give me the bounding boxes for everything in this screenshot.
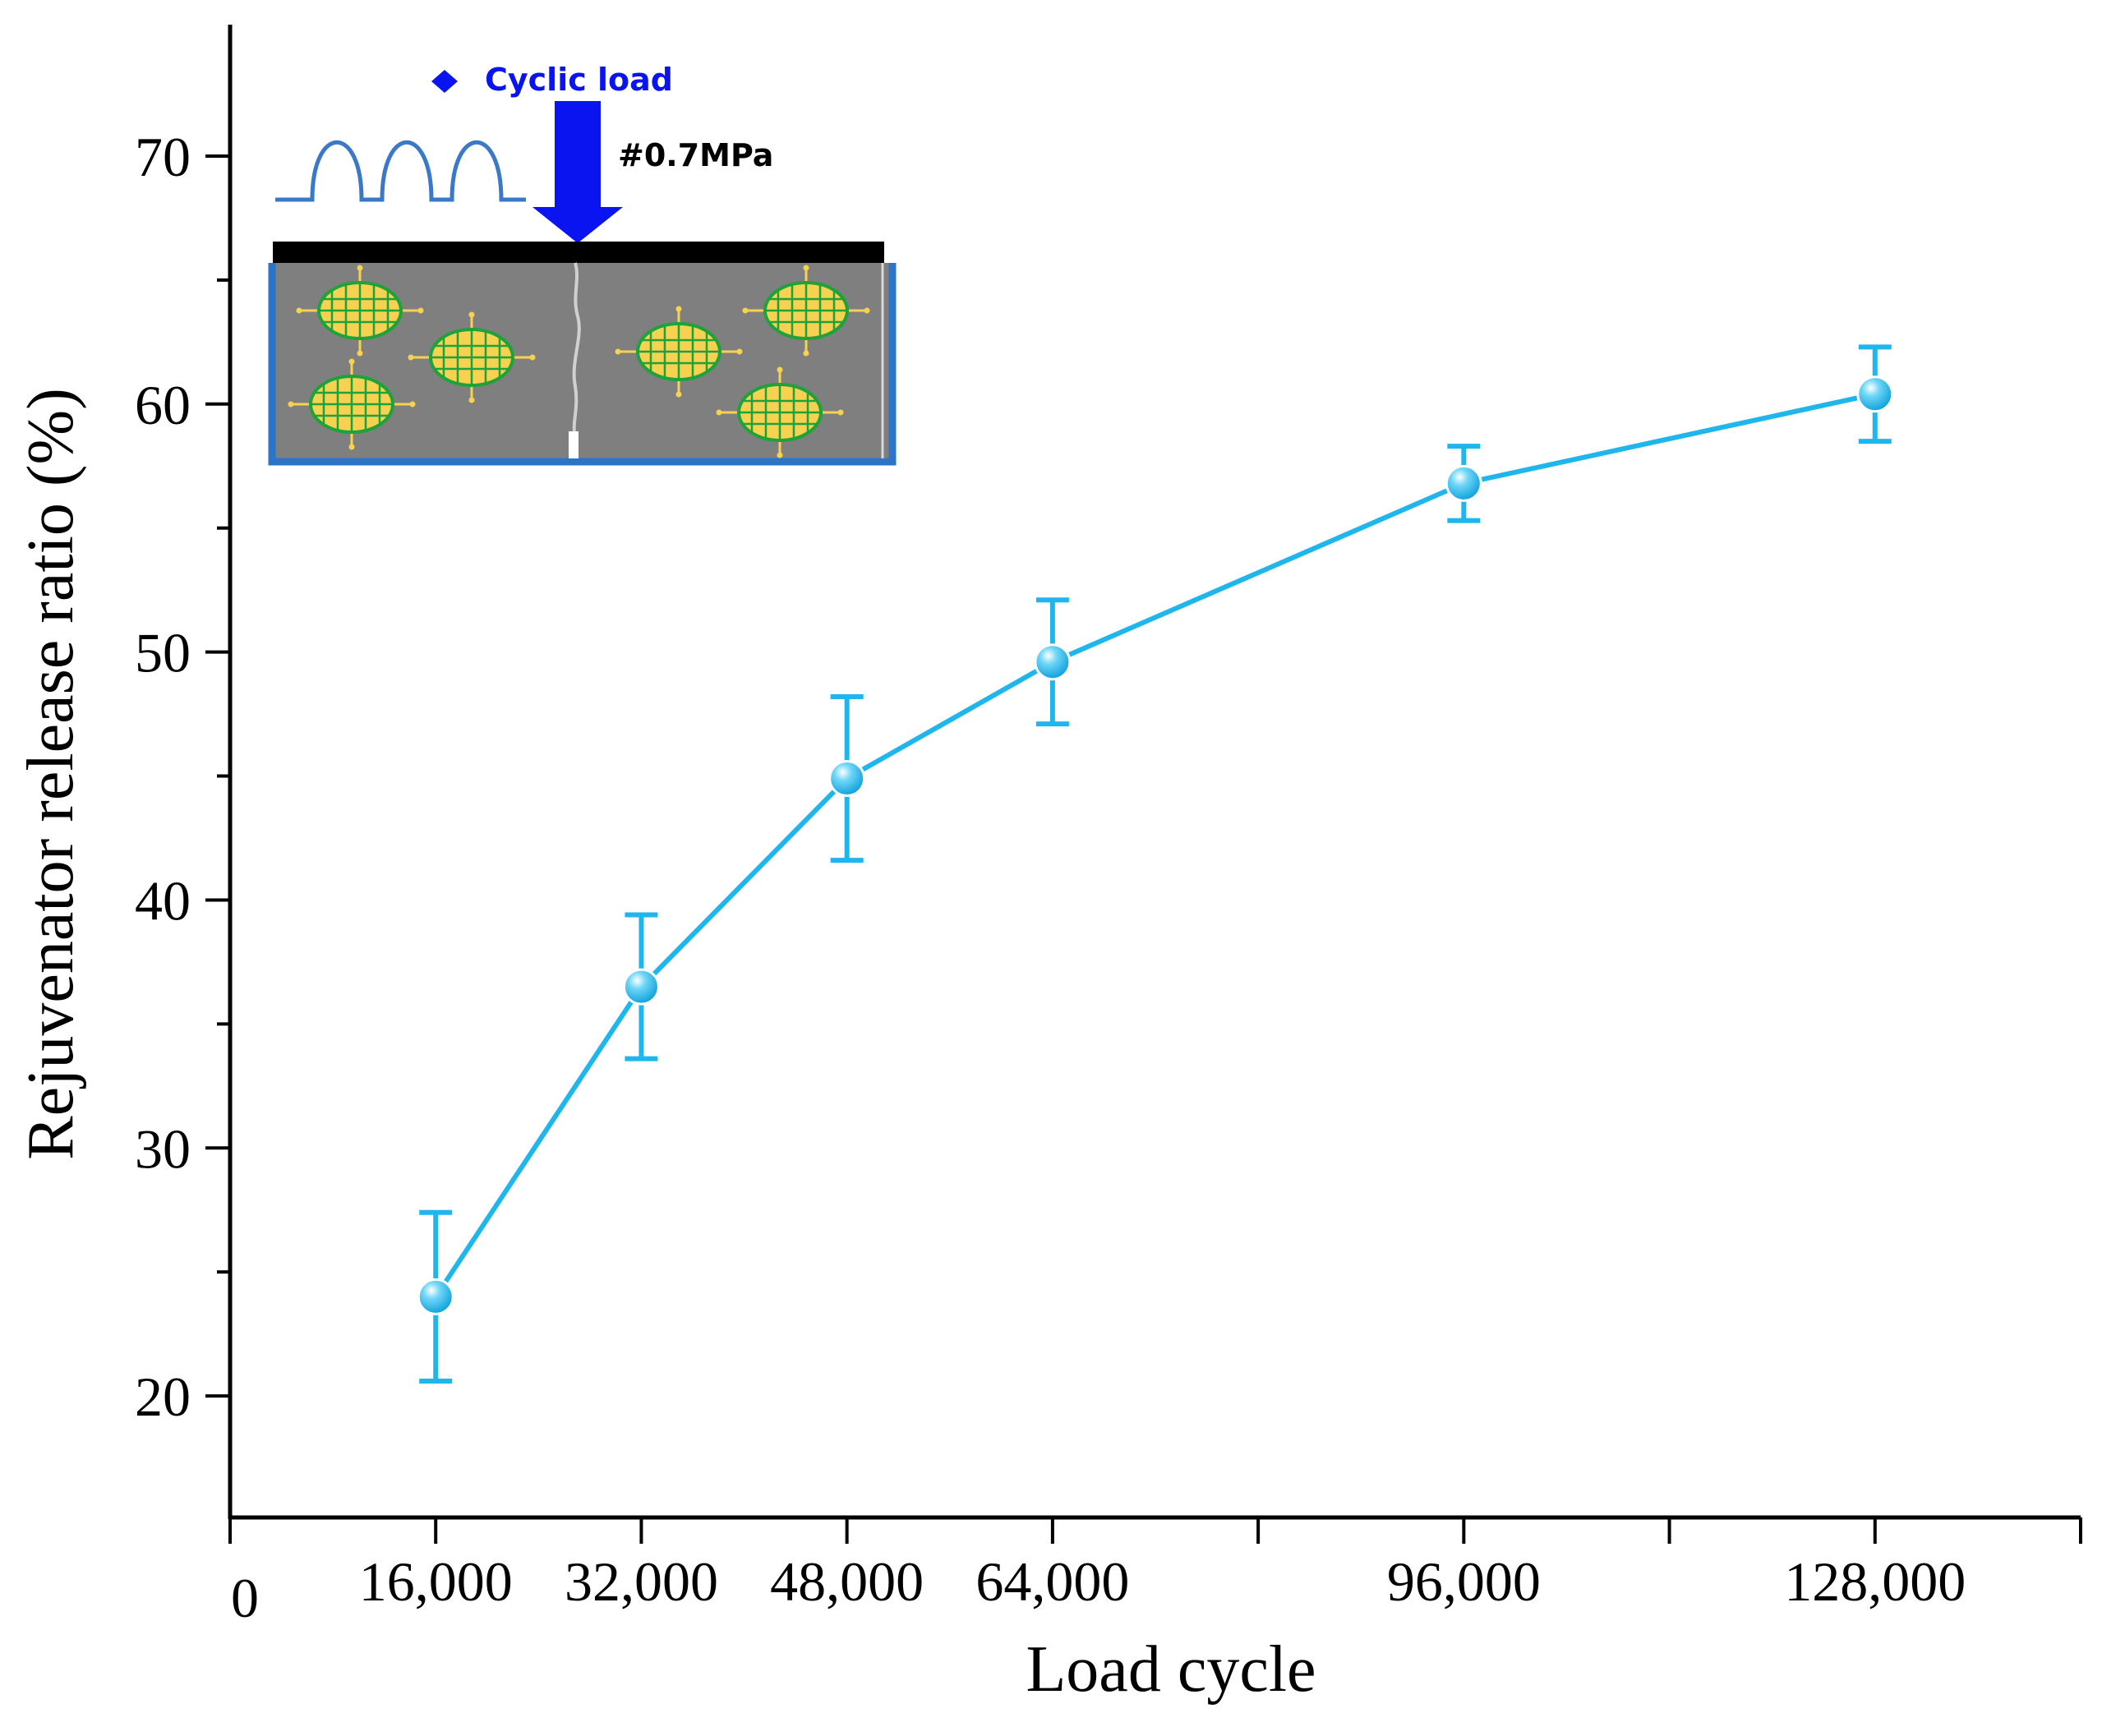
release-arrow-head: [357, 350, 363, 357]
release-arrow-head: [736, 348, 743, 355]
pressure-label: #0.7MPa: [618, 137, 773, 173]
load-arrow-icon: [532, 101, 623, 243]
data-point: [1034, 643, 1072, 681]
y-axis-label: Rejuvenator release ratio (%): [15, 388, 87, 1160]
release-arrow-head: [288, 401, 294, 408]
capsule: [288, 358, 416, 450]
release-arrow-head: [675, 391, 682, 398]
release-arrow-head: [742, 307, 749, 314]
release-arrow-head: [777, 366, 783, 373]
inset-legend-label: Cyclic load: [485, 62, 673, 98]
y-tick-label: 60: [135, 374, 191, 436]
release-arrow-head: [529, 354, 536, 361]
release-arrow-head: [803, 350, 809, 357]
release-arrow-head: [357, 265, 363, 271]
release-arrow-head: [675, 306, 682, 312]
x-tick-label: 0: [231, 1567, 259, 1629]
release-arrow-head: [296, 307, 302, 314]
x-tick-label: 48,000: [770, 1550, 924, 1613]
data-point: [1445, 464, 1482, 502]
release-arrow-head: [837, 409, 844, 416]
data-point: [1856, 375, 1894, 413]
release-arrow-head: [408, 354, 414, 361]
axes: 20 30 40 50 60 70 0 16,000 32,000 48,000 64,000 96,…: [135, 25, 2082, 1629]
y-tick-label: 50: [135, 622, 191, 684]
capsule: [615, 306, 743, 398]
capsule: [716, 366, 844, 458]
x-tick-label: 128,000: [1784, 1550, 1966, 1613]
series-line: [433, 391, 1876, 1299]
release-arrow-head: [615, 348, 621, 355]
capsule: [408, 311, 536, 403]
release-arrow-head: [348, 358, 355, 365]
x-tick-label: 64,000: [975, 1550, 1129, 1613]
legend-diamond-icon: [431, 70, 458, 93]
data-point: [417, 1278, 454, 1315]
capsule: [296, 265, 424, 357]
x-tick-label: 32,000: [565, 1550, 718, 1613]
data-series: [417, 344, 1894, 1384]
data-point: [622, 968, 660, 1006]
release-arrow-head: [417, 307, 424, 314]
loading-plate: [273, 242, 884, 263]
y-tick-label: 40: [135, 869, 191, 932]
x-tick-label: 96,000: [1387, 1550, 1541, 1613]
y-tick-label: 70: [135, 126, 191, 188]
release-arrow-head: [409, 401, 416, 408]
x-axis-label: Load cycle: [1026, 1633, 1316, 1706]
release-arrow-head: [716, 409, 722, 416]
data-point: [828, 760, 866, 798]
release-arrow-head: [864, 307, 870, 314]
cyclic-wave-icon: [275, 140, 526, 202]
release-arrow-head: [777, 452, 783, 458]
release-arrow-head: [468, 311, 475, 318]
specimen-frame: [268, 263, 897, 466]
x-tick-label: 16,000: [359, 1550, 513, 1613]
release-arrow-head: [803, 265, 809, 271]
crack-line: [572, 262, 581, 432]
capsule: [742, 265, 870, 357]
cyclic-load-inset: Cyclic load #0.7MPa: [268, 62, 897, 466]
y-tick-label: 20: [135, 1365, 191, 1428]
capsule-group: [288, 265, 870, 458]
release-arrow-head: [348, 444, 355, 450]
release-arrow-head: [468, 397, 475, 403]
notch: [569, 431, 579, 458]
y-tick-label: 30: [135, 1117, 191, 1180]
